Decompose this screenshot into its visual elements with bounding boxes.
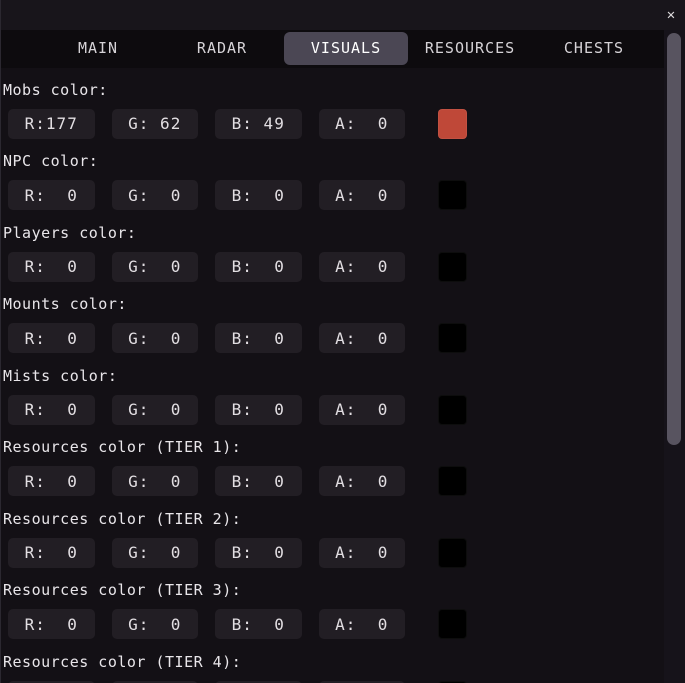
a-value-input[interactable]: A: 0 xyxy=(318,466,405,496)
tab-visuals[interactable]: VISUALS xyxy=(284,32,408,65)
section-mobs-color: Mobs color: R:177 G: 62 B: 49 A: 0 xyxy=(1,82,664,139)
section-players-color: Players color: R: 0 G: 0 B: 0 A: 0 xyxy=(1,225,664,282)
color-row: R:177 G: 62 B: 49 A: 0 xyxy=(1,108,664,139)
titlebar: ✕ xyxy=(1,0,685,30)
color-swatch[interactable] xyxy=(438,180,467,210)
a-value-input[interactable]: A: 0 xyxy=(318,180,405,210)
b-value-input[interactable]: B: 0 xyxy=(215,466,302,496)
tab-radar[interactable]: RADAR xyxy=(196,39,248,57)
b-value-input[interactable]: B: 0 xyxy=(215,251,302,282)
r-value-input[interactable]: R: 0 xyxy=(8,609,95,639)
r-value-input[interactable] xyxy=(8,680,95,683)
a-value-input[interactable]: A: 0 xyxy=(318,537,405,568)
color-swatch[interactable] xyxy=(438,394,467,425)
section-npc-color: NPC color: R: 0 G: 0 B: 0 A: 0 xyxy=(1,153,664,210)
g-value-input[interactable]: G: 0 xyxy=(111,466,198,496)
r-value-input[interactable]: R: 0 xyxy=(8,394,95,425)
section-label: Mists color: xyxy=(3,366,118,385)
color-swatch[interactable] xyxy=(438,251,467,282)
g-value-input[interactable]: G: 0 xyxy=(111,537,198,568)
g-value-input[interactable]: G: 0 xyxy=(111,180,198,210)
r-value-input[interactable]: R: 0 xyxy=(8,537,95,568)
b-value-input[interactable]: B: 0 xyxy=(215,180,302,210)
color-swatch[interactable] xyxy=(438,537,467,568)
section-mists-color: Mists color: R: 0 G: 0 B: 0 A: 0 xyxy=(1,368,664,425)
close-icon: ✕ xyxy=(666,7,676,23)
a-value-input[interactable]: A: 0 xyxy=(318,323,405,353)
color-swatch[interactable] xyxy=(438,323,467,353)
b-value-input[interactable] xyxy=(215,680,302,683)
section-resources-color-tier-4: Resources color (TIER 4): xyxy=(1,654,664,683)
g-value-input[interactable]: G: 0 xyxy=(111,323,198,353)
tab-chests[interactable]: CHESTS xyxy=(563,39,625,57)
tab-resources[interactable]: RESOURCES xyxy=(424,39,516,57)
section-resources-color-tier-1: Resources color (TIER 1): R: 0 G: 0 B: 0 A: … xyxy=(1,439,664,496)
settings-content: Mobs color: R:177 G: 62 B: 49 A: 0 NPC color:… xyxy=(1,68,664,683)
section-resources-color-tier-3: Resources color (TIER 3): R: 0 G: 0 B: 0 A: … xyxy=(1,582,664,639)
close-button[interactable]: ✕ xyxy=(658,2,684,28)
b-value-input[interactable]: B: 0 xyxy=(215,323,302,353)
color-row: R: 0 G: 0 B: 0 A: 0 xyxy=(1,323,664,353)
a-value-input[interactable]: A: 0 xyxy=(318,251,405,282)
section-label: NPC color: xyxy=(3,152,99,170)
section-mounts-color: Mounts color: R: 0 G: 0 B: 0 A: 0 xyxy=(1,296,664,353)
section-label: Players color: xyxy=(3,223,137,242)
g-value-input[interactable]: G: 0 xyxy=(111,394,198,425)
section-label: Resources color (TIER 2): xyxy=(3,509,242,528)
color-row xyxy=(1,680,664,683)
color-swatch[interactable] xyxy=(438,609,467,639)
b-value-input[interactable]: B: 0 xyxy=(215,609,302,639)
b-value-input[interactable]: B: 0 xyxy=(215,537,302,568)
g-value-input[interactable]: G: 0 xyxy=(111,251,198,282)
g-value-input[interactable]: G: 0 xyxy=(111,609,198,639)
color-row: R: 0 G: 0 B: 0 A: 0 xyxy=(1,394,664,425)
g-value-input[interactable]: G: 62 xyxy=(111,108,198,139)
section-resources-color-tier-2: Resources color (TIER 2): R: 0 G: 0 B: 0 A: … xyxy=(1,511,664,568)
scrollbar-track[interactable] xyxy=(664,30,685,683)
section-label: Resources color (TIER 1): xyxy=(3,438,242,456)
b-value-input[interactable]: B: 0 xyxy=(215,394,302,425)
section-label: Mounts color: xyxy=(3,295,127,313)
a-value-input[interactable]: A: 0 xyxy=(318,108,405,139)
r-value-input[interactable]: R: 0 xyxy=(8,466,95,496)
r-value-input[interactable]: R: 0 xyxy=(8,180,95,210)
g-value-input[interactable] xyxy=(111,680,198,683)
r-value-input[interactable]: R: 0 xyxy=(8,251,95,282)
color-row: R: 0 G: 0 B: 0 A: 0 xyxy=(1,466,664,496)
color-row: R: 0 G: 0 B: 0 A: 0 xyxy=(1,537,664,568)
r-value-input[interactable]: R: 0 xyxy=(8,323,95,353)
tab-main[interactable]: MAIN xyxy=(77,39,119,57)
color-swatch[interactable] xyxy=(438,108,467,139)
a-value-input[interactable] xyxy=(318,680,405,683)
tab-bar: MAIN RADAR VISUALS RESOURCES CHESTS xyxy=(1,30,685,68)
color-row: R: 0 G: 0 B: 0 A: 0 xyxy=(1,609,664,639)
a-value-input[interactable]: A: 0 xyxy=(318,609,405,639)
section-label: Resources color (TIER 4): xyxy=(3,652,242,671)
color-swatch[interactable] xyxy=(438,466,467,496)
section-label: Mobs color: xyxy=(3,80,108,99)
r-value-input[interactable]: R:177 xyxy=(8,108,95,139)
section-label: Resources color (TIER 3): xyxy=(3,581,242,599)
color-row: R: 0 G: 0 B: 0 A: 0 xyxy=(1,251,664,282)
color-row: R: 0 G: 0 B: 0 A: 0 xyxy=(1,180,664,210)
b-value-input[interactable]: B: 49 xyxy=(215,108,302,139)
a-value-input[interactable]: A: 0 xyxy=(318,394,405,425)
scrollbar-thumb[interactable] xyxy=(667,33,681,445)
